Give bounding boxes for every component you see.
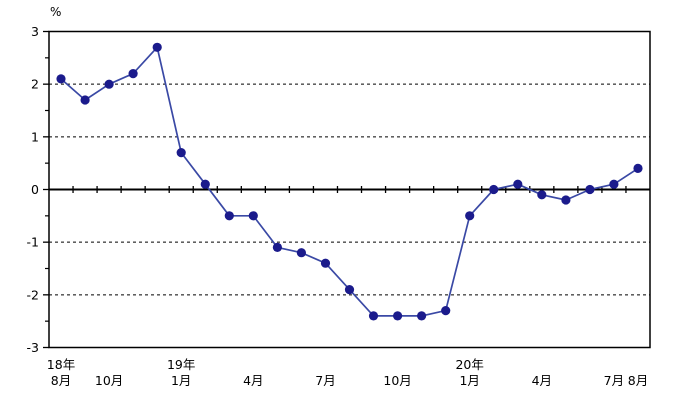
x-axis-month-label: 7月 bbox=[315, 373, 335, 388]
y-axis-unit-label: % bbox=[50, 5, 62, 19]
data-point-marker bbox=[633, 163, 643, 173]
y-axis-tick-label: 0 bbox=[31, 182, 39, 197]
y-axis-tick-label: -3 bbox=[27, 340, 39, 355]
x-axis-year-label: 20年 bbox=[455, 357, 483, 372]
x-axis-month-label: 10月 bbox=[95, 373, 123, 388]
data-point-marker bbox=[296, 248, 306, 258]
data-point-marker bbox=[176, 148, 186, 158]
y-axis-tick-label: 2 bbox=[31, 77, 39, 92]
data-point-marker bbox=[56, 74, 66, 84]
data-point-marker bbox=[128, 69, 138, 79]
x-axis-month-label: 10月 bbox=[383, 373, 411, 388]
data-point-marker bbox=[104, 79, 114, 89]
data-point-marker bbox=[320, 258, 331, 268]
x-axis-month-label: 8月 bbox=[51, 373, 71, 388]
y-axis-tick-label: -2 bbox=[27, 287, 39, 302]
x-axis-year-label: 18年 bbox=[47, 357, 75, 372]
data-point-marker bbox=[489, 184, 499, 195]
data-line bbox=[60, 46, 639, 317]
y-axis-tick-label: 1 bbox=[31, 129, 39, 144]
data-point-marker bbox=[585, 184, 595, 195]
data-point-marker bbox=[441, 306, 451, 316]
data-point-marker bbox=[152, 42, 162, 52]
data-point-marker bbox=[561, 195, 571, 205]
data-point-marker bbox=[417, 311, 427, 321]
x-axis-month-label: 4月 bbox=[243, 373, 263, 388]
x-axis-month-label: 8月 bbox=[628, 373, 648, 388]
data-point-marker bbox=[80, 95, 90, 105]
data-point-marker bbox=[344, 285, 355, 295]
data-point-marker bbox=[224, 211, 234, 221]
x-axis-month-label: 4月 bbox=[532, 373, 552, 388]
data-point-marker bbox=[272, 242, 282, 252]
data-point-marker bbox=[368, 311, 379, 321]
x-axis-month-label: 1月 bbox=[459, 373, 479, 388]
data-point-marker bbox=[393, 311, 403, 321]
data-point-marker bbox=[513, 179, 523, 189]
x-axis-month-label: 1月 bbox=[171, 373, 191, 388]
data-point-marker bbox=[609, 179, 619, 189]
data-point-marker bbox=[465, 211, 475, 221]
x-axis-year-label: 19年 bbox=[167, 357, 195, 372]
y-axis-tick-label: -1 bbox=[27, 235, 39, 250]
data-point-marker bbox=[537, 190, 547, 200]
y-axis-tick-label: 3 bbox=[31, 24, 39, 39]
data-point-marker bbox=[248, 211, 258, 221]
x-axis-month-label: 7月 bbox=[604, 373, 624, 388]
data-point-marker bbox=[200, 179, 210, 189]
